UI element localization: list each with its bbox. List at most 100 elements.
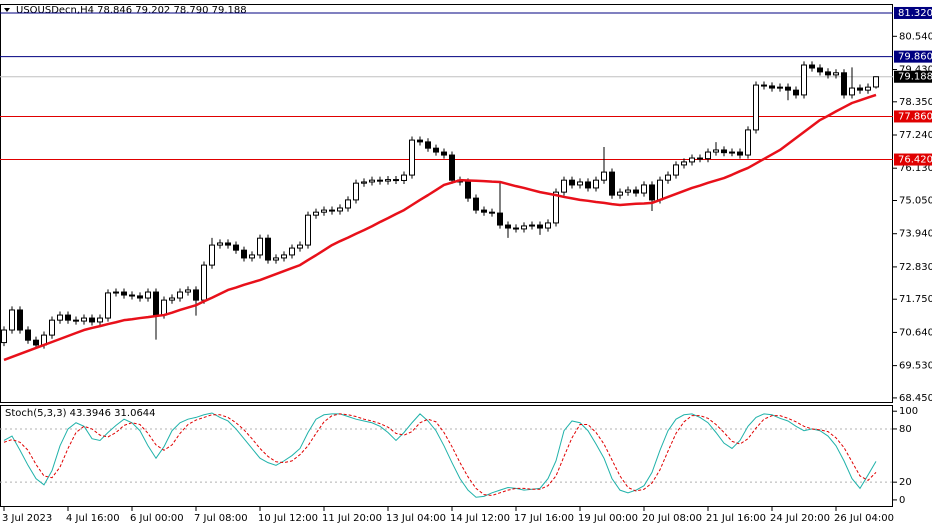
y-tick-label: 100: [899, 406, 918, 417]
candle-body: [713, 149, 719, 153]
y-tick-label: 68.450: [899, 393, 932, 404]
candle-body: [697, 157, 703, 160]
candle-body: [161, 299, 167, 316]
candle-body: [497, 212, 503, 226]
candle-body: [561, 179, 567, 193]
candle-body: [305, 214, 311, 246]
x-tick-label: 3 Jul 2023: [2, 513, 52, 524]
candle-body: [673, 164, 679, 176]
y-tick-label: 72.830: [899, 262, 932, 273]
candle-body: [689, 157, 695, 163]
candle-body: [729, 151, 735, 154]
candle-body: [409, 139, 415, 176]
candle-body: [553, 191, 559, 224]
candle-body: [489, 211, 495, 214]
candle-body: [193, 289, 199, 301]
candle-body: [809, 64, 815, 69]
x-tick-label: 14 Jul 12:00: [450, 513, 510, 524]
candle-body: [313, 211, 319, 216]
candle-body: [657, 179, 663, 201]
x-tick-label: 10 Jul 12:00: [258, 513, 318, 524]
candle-body: [793, 89, 799, 96]
y-tick-label: 73.940: [899, 229, 932, 240]
level-label: 81.320: [898, 8, 932, 19]
candle-body: [401, 174, 407, 181]
candle-body: [33, 339, 39, 346]
level-label-box: [894, 153, 932, 166]
y-tick-label: 77.240: [899, 130, 932, 141]
candle-body: [849, 87, 855, 96]
moving-average: [3, 93, 877, 362]
y-tick-label: 79.430: [899, 65, 932, 76]
candle-body: [593, 179, 599, 189]
x-tick-label: 4 Jul 16:00: [66, 513, 120, 524]
candle-body: [737, 151, 743, 156]
candle-body: [769, 85, 775, 89]
menu-triangle[interactable]: [4, 8, 10, 12]
candle-body: [241, 249, 247, 259]
candle-body: [801, 64, 807, 96]
candle-body: [633, 189, 639, 194]
stoch-panel-frame: [0, 405, 893, 507]
candle-body: [857, 87, 863, 91]
candle-body: [585, 181, 591, 189]
candle-body: [833, 72, 839, 76]
candle-body: [681, 161, 687, 166]
candle-body: [329, 209, 335, 212]
candle-body: [297, 244, 303, 249]
candle-body: [393, 179, 399, 182]
candle-body: [505, 224, 511, 229]
candle-body: [529, 224, 535, 227]
candle-body: [145, 291, 151, 299]
candle-body: [289, 247, 295, 256]
candle-body: [785, 86, 791, 91]
candle-body: [81, 317, 87, 322]
candle-body: [217, 242, 223, 246]
candle-body: [209, 244, 215, 266]
x-tick-label: 6 Jul 00:00: [130, 513, 184, 524]
y-tick-label: 76.130: [899, 163, 932, 174]
y-tick-label: 71.750: [899, 294, 932, 305]
candle-body: [433, 147, 439, 153]
candle-body: [9, 309, 15, 331]
level-label: 79.188: [898, 72, 932, 83]
candle-body: [601, 171, 607, 181]
x-tick-label: 17 Jul 16:00: [514, 513, 574, 524]
candle-body: [649, 184, 655, 201]
candle-body: [609, 171, 615, 196]
level-label-box: [894, 70, 932, 83]
candle-body: [545, 222, 551, 229]
level-label: 79.860: [898, 52, 932, 63]
candle-body: [137, 295, 143, 299]
candle-body: [441, 151, 447, 156]
candle-body: [537, 224, 543, 229]
level-label-box: [894, 6, 932, 19]
candle-body: [121, 291, 127, 296]
x-tick-label: 7 Jul 08:00: [194, 513, 248, 524]
candle-body: [481, 209, 487, 213]
y-tick-label: 70.640: [899, 327, 932, 338]
candle-body: [353, 182, 359, 201]
stoch-line: [3, 413, 877, 496]
candle-body: [761, 84, 767, 87]
x-tick-label: 20 Jul 08:00: [642, 513, 702, 524]
candle-body: [273, 257, 279, 261]
candle-body: [25, 329, 31, 341]
y-tick-label: 80: [899, 424, 912, 435]
candle-body: [569, 179, 575, 186]
x-tick-label: 24 Jul 20:00: [770, 513, 830, 524]
candle-body: [105, 292, 111, 319]
candle-body: [777, 86, 783, 89]
candle-body: [745, 129, 751, 156]
candle-body: [425, 141, 431, 149]
candle-body: [337, 207, 343, 212]
y-tick-label: 20: [899, 477, 912, 488]
candle-body: [577, 181, 583, 186]
y-tick-label: 78.350: [899, 97, 932, 108]
candle-body: [753, 84, 759, 131]
candle-body: [513, 227, 519, 230]
candle-body: [617, 191, 623, 196]
candle-body: [153, 291, 159, 316]
candle-body: [201, 264, 207, 301]
